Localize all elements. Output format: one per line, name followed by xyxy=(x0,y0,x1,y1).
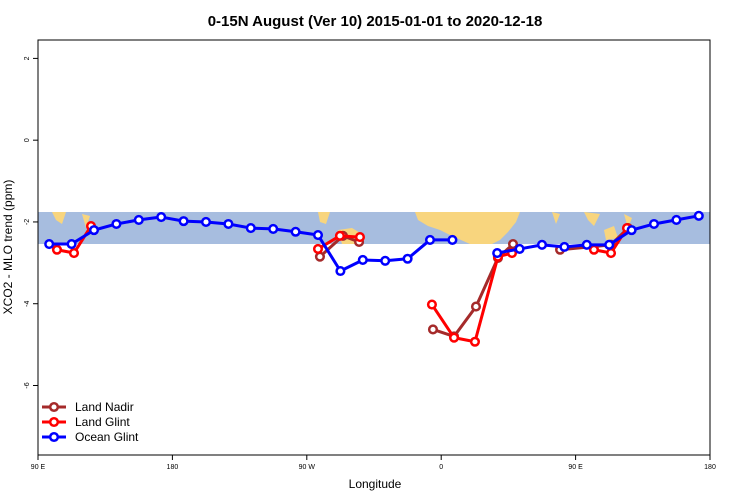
point xyxy=(402,253,413,264)
legend-label: Land Nadir xyxy=(75,400,134,414)
y-tick-label: -2 xyxy=(24,219,31,225)
point xyxy=(604,239,615,250)
point xyxy=(581,239,592,250)
point xyxy=(559,241,570,252)
point xyxy=(223,218,234,230)
point xyxy=(354,232,366,243)
point xyxy=(200,216,212,227)
x-tick-label: 0 xyxy=(439,464,443,471)
land-africa xyxy=(415,212,520,244)
point xyxy=(312,243,324,254)
point xyxy=(492,247,503,259)
point xyxy=(605,247,617,259)
plot-frame xyxy=(37,39,711,456)
point xyxy=(312,229,324,241)
point xyxy=(111,218,122,230)
point xyxy=(507,238,519,250)
point xyxy=(334,230,346,241)
point xyxy=(66,238,77,250)
point xyxy=(448,332,460,343)
x-axis-label: Longitude xyxy=(349,477,402,491)
point xyxy=(335,265,346,277)
y-axis-label: XCO2 - MLO trend (ppm) xyxy=(1,180,15,315)
point xyxy=(268,223,279,234)
point xyxy=(245,223,256,234)
point xyxy=(156,211,167,223)
point xyxy=(178,216,189,227)
legend-marker xyxy=(48,431,60,443)
point xyxy=(290,226,301,237)
legend-label: Ocean Glint xyxy=(75,430,139,444)
x-tick-label: 90 E xyxy=(31,464,46,471)
point xyxy=(427,324,439,335)
legend-marker xyxy=(48,401,60,413)
point xyxy=(426,299,437,310)
point xyxy=(447,234,458,245)
point xyxy=(133,214,144,225)
point xyxy=(648,218,660,230)
point xyxy=(424,234,436,245)
x-tick-label: 90 E xyxy=(568,464,583,471)
x-tick-label: 90 W xyxy=(299,464,316,471)
point xyxy=(88,225,100,236)
point xyxy=(44,238,55,250)
point xyxy=(693,210,704,221)
point xyxy=(514,243,525,254)
y-tick-label: -4 xyxy=(24,301,31,307)
legend-marker xyxy=(48,416,60,428)
y-tick-label: 2 xyxy=(24,56,31,60)
point xyxy=(626,225,637,236)
point xyxy=(51,244,63,255)
point xyxy=(671,214,682,225)
x-tick-label: 180 xyxy=(704,464,716,471)
point xyxy=(68,247,80,259)
y-tick-label: 0 xyxy=(24,138,31,142)
x-tick-label: 180 xyxy=(167,464,179,471)
point xyxy=(469,336,480,347)
point xyxy=(314,251,325,262)
point xyxy=(380,255,391,266)
chart-title: 0-15N August (Ver 10) 2015-01-01 to 2020… xyxy=(208,13,543,30)
y-tick-label: -6 xyxy=(24,382,31,388)
point xyxy=(470,301,482,312)
legend-label: Land Glint xyxy=(75,415,130,429)
point xyxy=(357,254,368,266)
point xyxy=(536,239,548,250)
